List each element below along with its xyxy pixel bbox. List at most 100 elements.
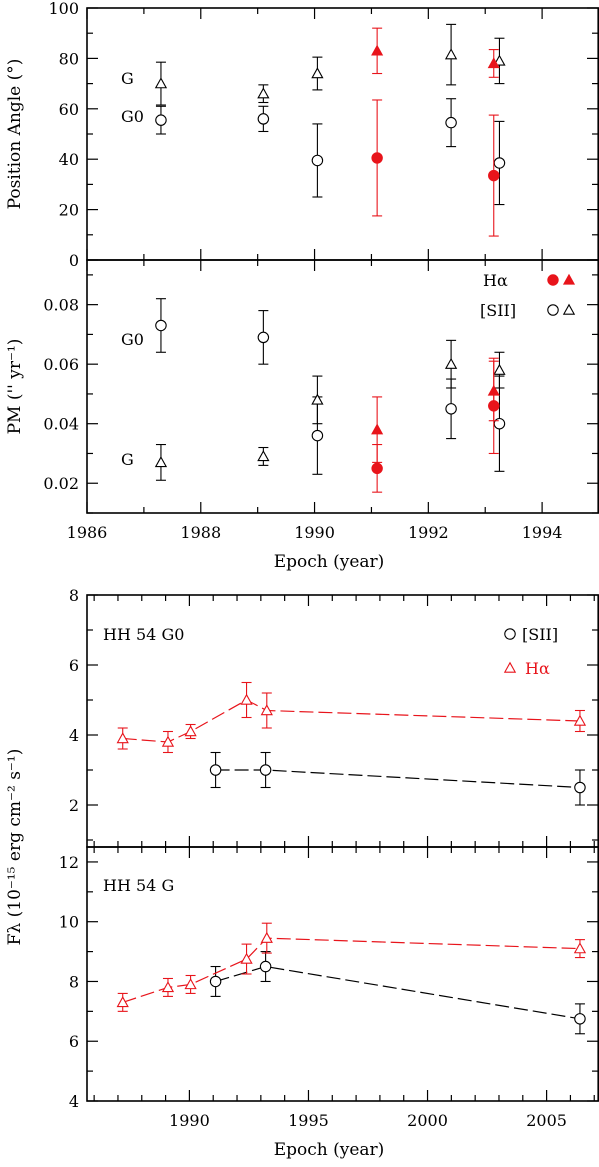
series-line xyxy=(215,965,581,1020)
series xyxy=(371,360,500,463)
panel-1: 0 20 40 60 80 100 Position Angle (°) xyxy=(5,0,599,270)
panel-4: 4 6 8 10 12 1990 1995 2000 2005 Epoch (year) xyxy=(59,846,599,1160)
y-tick-label: 0.08 xyxy=(43,296,79,315)
data-point xyxy=(493,363,506,375)
y-tick-label: 10 xyxy=(59,913,79,932)
data-point xyxy=(311,429,324,442)
x-tick-label: 2000 xyxy=(407,1111,448,1130)
data-point xyxy=(155,114,167,126)
data-point xyxy=(257,113,270,125)
y-tick-label: 0 xyxy=(69,251,79,270)
y-tick-label: 6 xyxy=(69,1032,79,1051)
data-point xyxy=(257,331,270,344)
series xyxy=(116,922,587,1012)
y-tick-label: 0.06 xyxy=(43,355,79,374)
data-point xyxy=(371,44,384,56)
data-point xyxy=(161,735,175,747)
label-g0: G0 xyxy=(121,330,144,349)
data-point xyxy=(260,931,273,943)
label-g: G xyxy=(121,450,134,469)
data-point xyxy=(260,704,273,716)
y-tick-label: 0.02 xyxy=(43,474,79,493)
y-tick-label: 4 xyxy=(69,1092,79,1111)
data-point xyxy=(257,87,270,99)
label-g0: G0 xyxy=(121,107,144,126)
legend-marker-sii-triangle xyxy=(562,303,576,315)
data-point xyxy=(259,764,272,776)
data-point xyxy=(240,952,253,964)
y-tick-label: 8 xyxy=(69,972,79,991)
data-point xyxy=(487,57,500,69)
data-point xyxy=(184,978,197,990)
legend: [SII] Hα xyxy=(503,625,558,678)
y-tick-label: 40 xyxy=(59,150,79,169)
x-tick-label: 1988 xyxy=(180,523,221,542)
data-point xyxy=(116,732,129,744)
data-point xyxy=(154,77,168,89)
legend-marker-halpha-triangle xyxy=(562,273,576,285)
panel-3: 2 4 6 8 Fλ (10⁻¹⁵ erg cm⁻² s⁻¹) xyxy=(5,586,599,945)
data-point xyxy=(311,67,324,79)
data-point xyxy=(573,942,587,954)
legend-label-halpha: Hα xyxy=(525,659,550,678)
tick-marks xyxy=(87,847,598,1102)
data-point xyxy=(445,116,457,129)
y-tick-label: 12 xyxy=(59,853,79,872)
tick-marks xyxy=(86,7,598,261)
y-tick-label: 6 xyxy=(69,656,79,675)
data-point xyxy=(488,169,500,182)
data-point xyxy=(574,1013,586,1025)
data-point xyxy=(371,462,383,475)
tick-marks xyxy=(87,594,598,847)
series xyxy=(154,339,506,481)
panel-label: HH 54 G xyxy=(103,876,174,895)
y-axis-title: PM ('' yr⁻¹) xyxy=(5,339,25,435)
legend-label-sii: [SII] xyxy=(522,625,558,644)
data-point xyxy=(371,423,384,435)
legend-marker-sii-circle xyxy=(547,304,559,316)
series xyxy=(154,23,506,106)
data-point xyxy=(493,157,506,169)
x-axis-title: Epoch (year) xyxy=(274,1140,385,1160)
x-tick-label: 2005 xyxy=(526,1111,567,1130)
y-tick-label: 0.04 xyxy=(43,415,79,434)
y-tick-label: 80 xyxy=(59,49,79,68)
series-line xyxy=(122,699,580,743)
data-point xyxy=(493,417,506,430)
x-tick-label: 1990 xyxy=(169,1111,210,1130)
data-point xyxy=(444,48,458,60)
y-tick-label: 4 xyxy=(69,726,79,745)
series xyxy=(209,951,586,1035)
plot-frame xyxy=(86,846,599,1102)
data-point xyxy=(371,152,383,164)
data-point xyxy=(154,456,168,468)
legend-marker-halpha-circle xyxy=(547,274,559,286)
data-point xyxy=(445,403,457,415)
x-tick-label: 1986 xyxy=(67,523,108,542)
plot-frame xyxy=(86,259,599,514)
series xyxy=(371,27,500,78)
data-point xyxy=(257,450,270,462)
data-point xyxy=(209,764,222,776)
x-axis-title: Epoch (year) xyxy=(274,552,385,572)
label-g: G xyxy=(121,69,134,88)
data-point xyxy=(240,693,253,705)
y-tick-label: 8 xyxy=(69,586,79,605)
data-point xyxy=(574,781,586,794)
series xyxy=(209,751,586,806)
y-tick-label: 60 xyxy=(59,100,79,119)
data-point xyxy=(444,357,458,369)
panel-label: HH 54 G0 xyxy=(103,625,184,644)
data-point xyxy=(573,714,587,726)
series xyxy=(155,298,506,475)
data-point xyxy=(116,996,129,1008)
panel-2: 0.02 0.04 0.06 0.08 1986 1988 1990 1992 1994 PM (… xyxy=(5,259,599,572)
data-point xyxy=(311,393,324,405)
y-tick-label: 100 xyxy=(48,0,79,18)
data-point xyxy=(487,384,500,396)
tick-marks xyxy=(86,260,598,514)
x-tick-label: 1992 xyxy=(408,523,449,542)
series xyxy=(371,99,500,237)
series xyxy=(371,357,500,493)
